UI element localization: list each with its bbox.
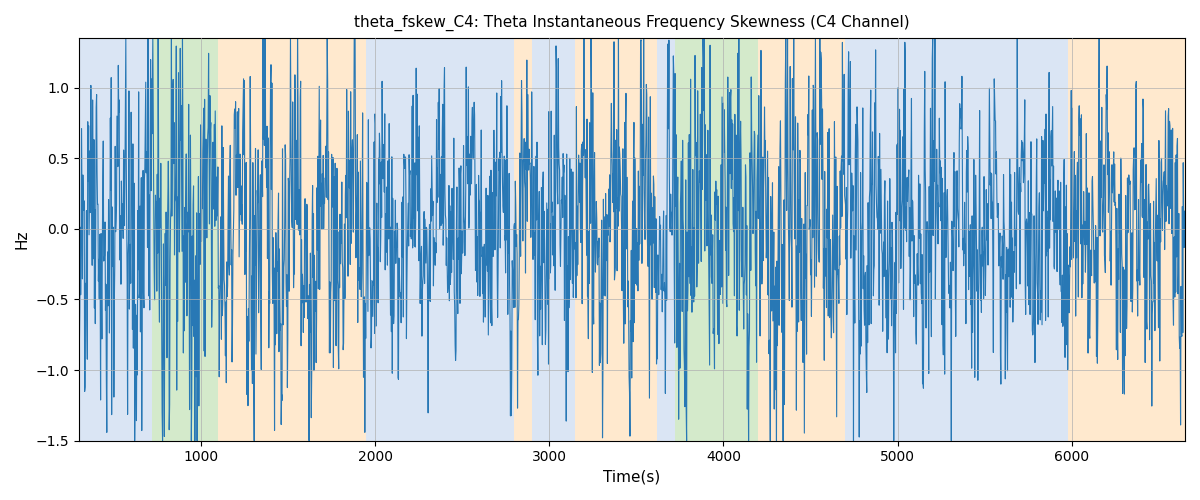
Bar bbox=[515, 38, 532, 440]
Bar bbox=[366, 38, 515, 440]
Bar bbox=[218, 38, 366, 440]
Y-axis label: Hz: Hz bbox=[14, 230, 30, 249]
Bar bbox=[845, 38, 1037, 440]
Bar bbox=[79, 38, 152, 440]
Bar bbox=[758, 38, 845, 440]
Bar bbox=[1068, 38, 1184, 440]
Bar bbox=[575, 38, 658, 440]
X-axis label: Time(s): Time(s) bbox=[604, 470, 660, 485]
Bar bbox=[674, 38, 758, 440]
Bar bbox=[532, 38, 575, 440]
Bar bbox=[1037, 38, 1068, 440]
Title: theta_fskew_C4: Theta Instantaneous Frequency Skewness (C4 Channel): theta_fskew_C4: Theta Instantaneous Freq… bbox=[354, 15, 910, 31]
Bar bbox=[658, 38, 674, 440]
Bar bbox=[152, 38, 218, 440]
